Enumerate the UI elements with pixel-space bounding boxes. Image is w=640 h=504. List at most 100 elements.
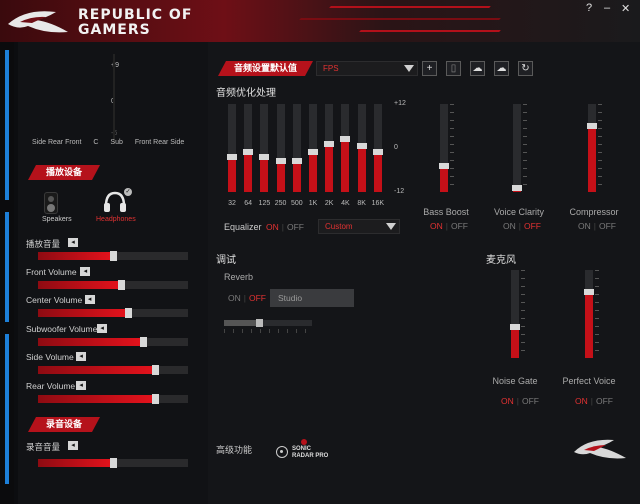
volume-slider[interactable]	[38, 336, 188, 347]
record-volume-slider[interactable]	[38, 458, 188, 468]
mic-toggle[interactable]: ON | OFF	[575, 396, 613, 406]
headphones-icon[interactable]	[102, 190, 128, 214]
volume-slider-knob[interactable]	[140, 336, 147, 347]
close-button[interactable]: ✕	[621, 3, 631, 15]
minimize-button[interactable]: –	[604, 2, 611, 14]
equalizer-on[interactable]: ON	[266, 222, 279, 232]
effect-toggle[interactable]: ON | OFF	[503, 221, 541, 231]
effect-on[interactable]: ON	[578, 221, 591, 231]
delete-preset-button[interactable]: ▯	[446, 61, 461, 76]
eq-band-slider[interactable]	[227, 104, 237, 192]
add-preset-button[interactable]: +	[422, 61, 437, 76]
reverb-off[interactable]: OFF	[248, 293, 266, 303]
mic-toggle[interactable]: ON | OFF	[501, 396, 539, 406]
download-button[interactable]: ☁	[494, 61, 509, 76]
help-button[interactable]: ?	[586, 2, 593, 14]
upload-button[interactable]: ☁	[470, 61, 485, 76]
radar-icon[interactable]	[276, 446, 288, 458]
slider-ticks	[224, 329, 312, 333]
eq-band-slider[interactable]	[372, 104, 383, 192]
eq-band-knob[interactable]	[308, 149, 318, 156]
eq-band-knob[interactable]	[356, 142, 367, 149]
volume-slider-knob[interactable]	[152, 393, 159, 404]
volume-slider-knob[interactable]	[117, 279, 125, 290]
eq-band-slider[interactable]	[340, 104, 351, 192]
speaker-mute-icon[interactable]: ◂	[76, 352, 87, 361]
speaker-mute-icon[interactable]: ◂	[97, 323, 108, 333]
reverb-slider-knob[interactable]	[256, 319, 264, 327]
eq-mode-select[interactable]: Custom	[318, 219, 400, 234]
eq-band-knob[interactable]	[291, 158, 302, 165]
volume-slider-knob[interactable]	[125, 308, 132, 318]
eq-band-slider[interactable]	[291, 104, 302, 192]
equalizer-off[interactable]: OFF	[286, 222, 304, 232]
mic-mute-icon[interactable]: ◂	[68, 441, 78, 450]
eq-band-slider[interactable]	[324, 104, 335, 192]
reverb-slider[interactable]	[224, 319, 312, 327]
equalizer-toggle[interactable]: ON | OFF	[266, 222, 304, 232]
volume-slider[interactable]	[38, 251, 188, 261]
reverb-select[interactable]: Studio	[270, 289, 354, 307]
eq-band-slider[interactable]	[308, 104, 318, 192]
eq-band-knob[interactable]	[275, 158, 286, 165]
reset-button[interactable]: ↻	[518, 61, 533, 76]
speakers-icon[interactable]	[44, 192, 58, 214]
reverb-on[interactable]: ON	[228, 293, 241, 303]
eq-band-slider[interactable]	[356, 104, 367, 192]
reverb-toggle[interactable]: ON | OFF	[228, 293, 266, 303]
volume-slider[interactable]	[38, 279, 188, 290]
side-accent	[0, 42, 14, 504]
effect-toggle[interactable]: ON | OFF	[430, 221, 468, 231]
sonic-radar-button[interactable]: SONIC RADAR PRO	[292, 446, 328, 460]
effect-off[interactable]: OFF	[598, 221, 616, 231]
speaker-mute-icon[interactable]: ◂	[68, 238, 78, 247]
eq-band-knob[interactable]	[324, 140, 335, 147]
eq-band-knob[interactable]	[243, 149, 254, 156]
mic-slider[interactable]	[510, 270, 520, 358]
effect-slider-knob[interactable]	[439, 162, 449, 169]
eq-band-fill	[276, 161, 285, 192]
speakers-label[interactable]: Speakers	[42, 216, 72, 223]
mic-slider-knob[interactable]	[584, 289, 594, 295]
volume-slider[interactable]	[38, 365, 188, 375]
effect-slider[interactable]	[512, 104, 522, 192]
effect-slider-knob[interactable]	[587, 123, 597, 129]
vu-mid-label: 0	[111, 98, 115, 105]
mic-off[interactable]: OFF	[595, 396, 613, 406]
preset-select[interactable]: FPS	[316, 61, 418, 76]
mic-slider[interactable]	[584, 270, 594, 358]
effect-on[interactable]: ON	[503, 221, 516, 231]
eq-band-knob[interactable]	[227, 153, 237, 160]
volume-slider[interactable]	[38, 393, 188, 404]
eq-band-slider[interactable]	[243, 104, 254, 192]
effect-toggle[interactable]: ON | OFF	[578, 221, 616, 231]
effect-off[interactable]: OFF	[450, 221, 468, 231]
eq-band-slider[interactable]	[259, 104, 270, 192]
effect-on[interactable]: ON	[430, 221, 443, 231]
advanced-title: 高级功能	[216, 445, 253, 455]
eq-band-fill	[260, 156, 269, 192]
volume-slider[interactable]	[38, 308, 188, 318]
effect-slider-knob[interactable]	[512, 184, 522, 191]
vu-ch: Sub	[110, 139, 123, 146]
mic-on[interactable]: ON	[575, 396, 588, 406]
volume-slider-knob[interactable]	[110, 251, 117, 261]
speaker-mute-icon[interactable]: ◂	[76, 380, 87, 390]
mic-on[interactable]: ON	[501, 396, 514, 406]
effect-off[interactable]: OFF	[523, 221, 541, 231]
eq-band-knob[interactable]	[340, 136, 351, 143]
mic-slider-knob[interactable]	[510, 324, 520, 331]
speaker-mute-icon[interactable]: ◂	[84, 295, 95, 304]
vu-meter: +9 0 -6 Side Rear Front C Sub Front Rear…	[18, 42, 208, 152]
eq-band-knob[interactable]	[259, 153, 270, 160]
title-bar: REPUBLIC OF GAMERS ? – ✕	[0, 0, 640, 42]
record-slider-knob[interactable]	[110, 458, 117, 468]
eq-band-slider[interactable]	[275, 104, 286, 192]
speaker-mute-icon[interactable]: ◂	[80, 266, 91, 276]
effect-slider[interactable]	[587, 104, 597, 192]
effect-slider[interactable]	[439, 104, 449, 192]
eq-band-knob[interactable]	[372, 149, 383, 156]
volume-slider-knob[interactable]	[152, 365, 159, 375]
headphones-label[interactable]: Headphones	[96, 216, 136, 223]
mic-off[interactable]: OFF	[521, 396, 539, 406]
